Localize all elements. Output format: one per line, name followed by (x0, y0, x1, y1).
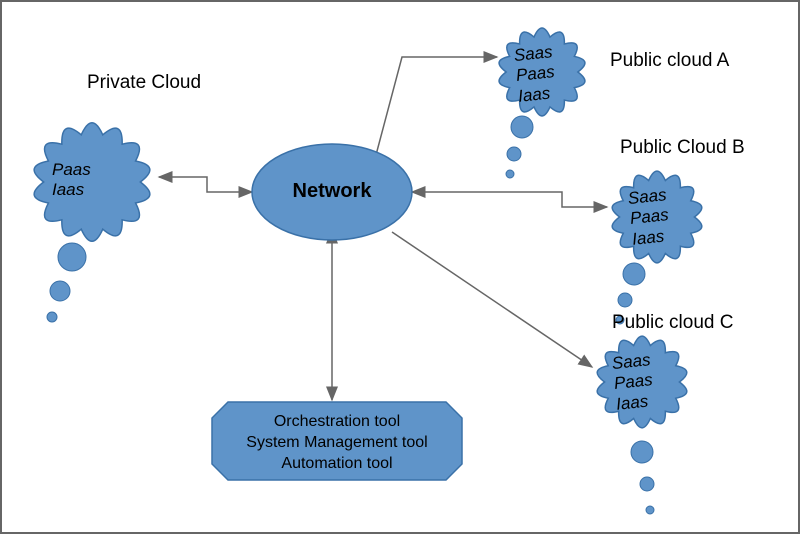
cloud-trail-bubble (58, 243, 86, 271)
tools-text: Orchestration tool System Management too… (217, 412, 457, 474)
cloud-trail-bubble (618, 293, 632, 307)
cloud-trail-bubble (646, 506, 654, 514)
public-c-title: Public cloud C (612, 312, 733, 334)
private-cloud-services: Paas Iaas (52, 160, 91, 201)
public-b-services: Saas Paas Iaas (627, 185, 672, 250)
public-a-title: Public cloud A (610, 50, 729, 72)
cloud-trail-bubble (631, 441, 653, 463)
network-to-public-c (392, 232, 592, 367)
cloud-trail-bubble (640, 477, 654, 491)
network-to-public-a (372, 57, 497, 170)
network-to-private (159, 177, 252, 192)
network-to-public-b (412, 192, 607, 207)
cloud-trail-bubble (507, 147, 521, 161)
diagram-canvas: Private Cloud Paas Iaas Public cloud A S… (0, 0, 800, 534)
public-c-services: Saas Paas Iaas (611, 350, 656, 415)
cloud-trail-bubble (506, 170, 514, 178)
cloud-trail-bubble (511, 116, 533, 138)
cloud-trail-bubble (623, 263, 645, 285)
cloud-trail-bubble (47, 312, 57, 322)
cloud-trail-bubble (50, 281, 70, 301)
public-b-title: Public Cloud B (620, 137, 745, 159)
public-a-services: Saas Paas Iaas (513, 42, 558, 107)
private-cloud-title: Private Cloud (87, 72, 201, 94)
network-label: Network (292, 180, 372, 203)
